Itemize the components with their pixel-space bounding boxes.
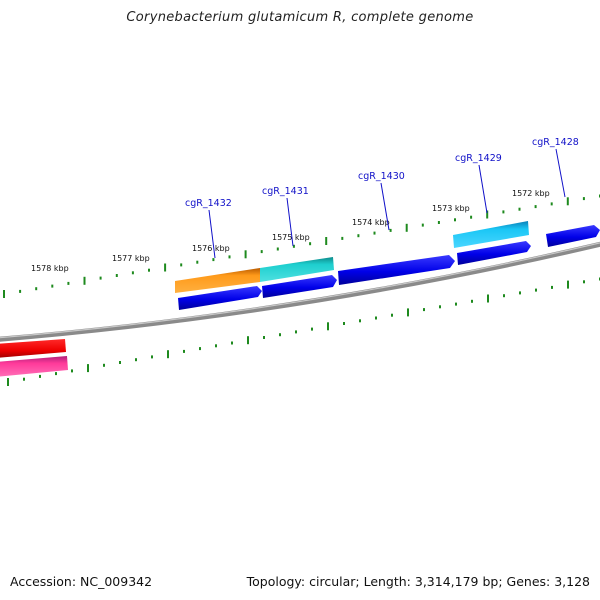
tick-label-1577: 1577 kbp [112,254,150,263]
pink-feature[interactable] [0,356,68,377]
red-feature[interactable] [0,339,66,358]
gene-label-cgR-1428[interactable]: cgR_1428 [532,137,579,198]
tick-label-1576: 1576 kbp [192,244,230,253]
tick-labels: 1578 kbp 1577 kbp 1576 kbp 1575 kbp 1574… [31,189,550,273]
svg-text:cgR_1431: cgR_1431 [262,186,309,197]
cds-arrow-cgR-1432[interactable] [178,286,262,310]
tick-label-1578: 1578 kbp [31,264,69,273]
genome-backbone-highlight [0,242,600,339]
genome-backbone [0,241,600,342]
gene-label-cgR-1429[interactable]: cgR_1429 [455,153,502,214]
tick-label-1574: 1574 kbp [352,218,390,227]
accession-text: Accession: NC_009342 [10,574,153,589]
gene-label-cgR-1431[interactable]: cgR_1431 [262,186,309,247]
teal-feature[interactable] [260,257,334,282]
tick-label-1572: 1572 kbp [512,189,550,198]
svg-text:cgR_1432: cgR_1432 [185,198,232,209]
lower-tick-track [7,277,600,386]
svg-text:cgR_1429: cgR_1429 [455,153,502,164]
orange-feature[interactable] [175,268,260,293]
cds-arrow-cgR-1429[interactable] [457,241,531,265]
tick-label-1575: 1575 kbp [272,233,310,242]
cds-arrow-cgR-1430[interactable] [338,255,455,285]
genome-summary-text: Topology: circular; Length: 3,314,179 bp… [246,574,590,589]
cds-arrow-cgR-1431[interactable] [262,275,337,298]
upper-tick-track [3,194,600,298]
cds-arrow-cgR-1428[interactable] [546,225,600,247]
cyan-feature[interactable] [453,221,529,248]
tick-label-1573: 1573 kbp [432,204,470,213]
svg-text:cgR_1428: cgR_1428 [532,137,579,148]
gene-label-cgR-1432[interactable]: cgR_1432 [185,198,232,259]
gene-label-cgR-1430[interactable]: cgR_1430 [358,171,405,231]
map-title: Corynebacterium glutamicum R, complete g… [126,10,474,25]
svg-text:cgR_1430: cgR_1430 [358,171,405,182]
